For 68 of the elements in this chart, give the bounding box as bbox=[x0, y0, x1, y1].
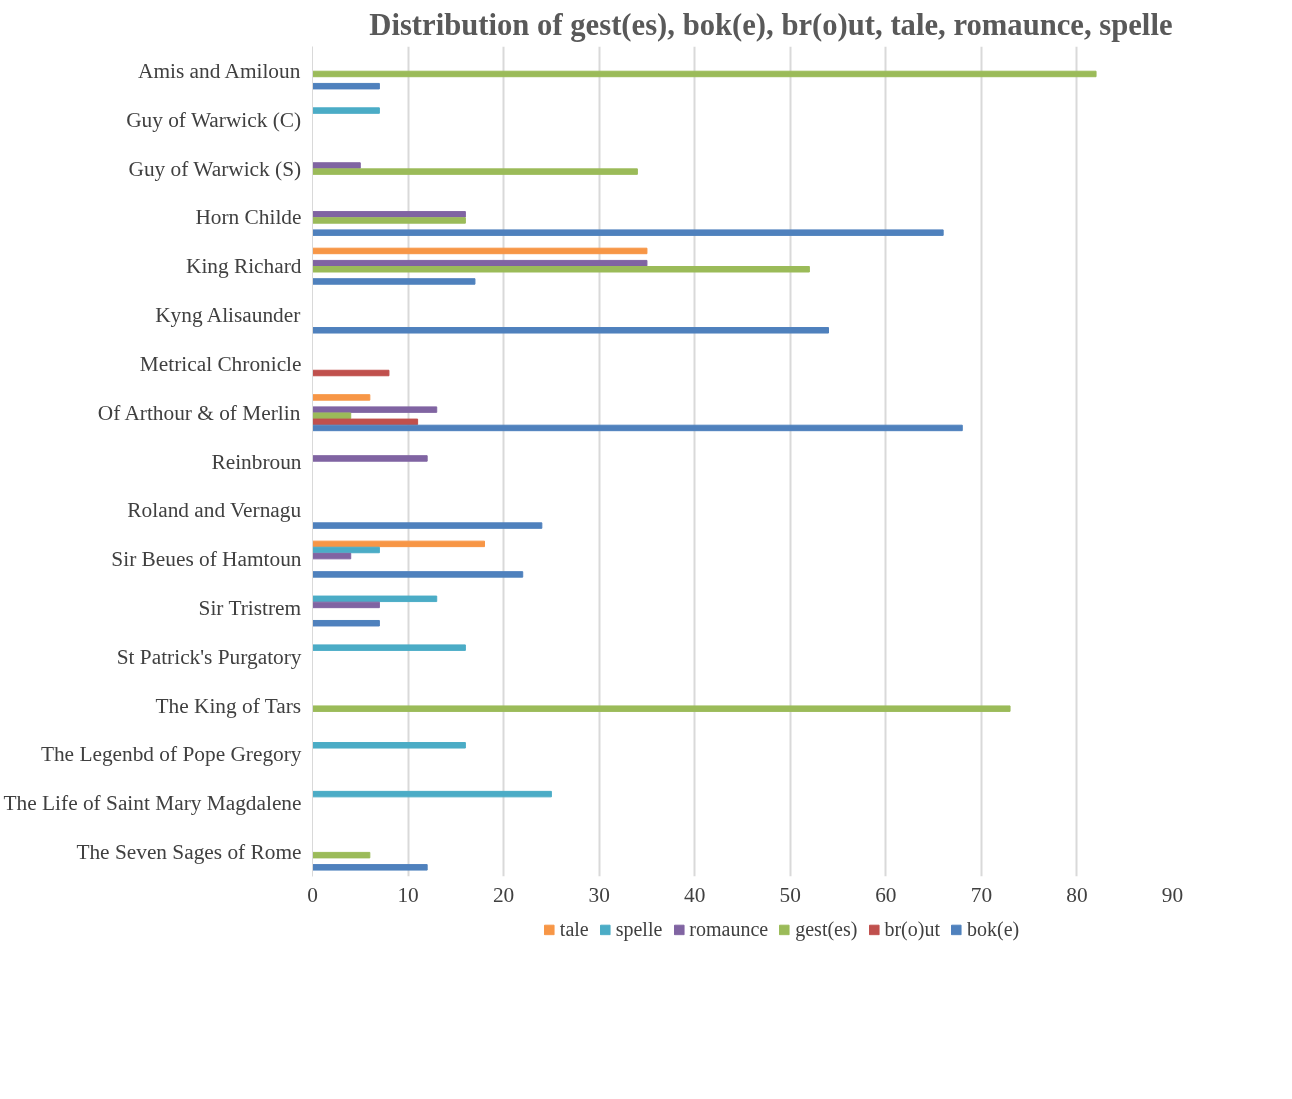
y-tick-label: Guy of Warwick (S) bbox=[128, 156, 302, 181]
x-tick-label: 90 bbox=[1161, 882, 1184, 907]
bar bbox=[312, 406, 438, 413]
bar bbox=[312, 644, 466, 651]
bar bbox=[312, 217, 466, 224]
y-tick-label: Reinbroun bbox=[211, 449, 302, 474]
bar bbox=[312, 327, 829, 334]
bar bbox=[312, 546, 380, 554]
y-tick-label: The Seven Sages of Rome bbox=[76, 840, 302, 865]
y-tick-label: Kyng Alisaunder bbox=[155, 303, 301, 328]
bar bbox=[312, 168, 638, 175]
bar bbox=[312, 601, 380, 609]
y-tick-label: The Life of Saint Mary Magdalene bbox=[3, 791, 302, 816]
x-tick-label: 80 bbox=[1066, 882, 1088, 907]
x-tick-label: 40 bbox=[684, 882, 706, 907]
bar bbox=[312, 790, 552, 798]
bar bbox=[312, 424, 963, 432]
bar bbox=[312, 552, 352, 560]
y-tick-label: Horn Childe bbox=[195, 205, 302, 230]
bar bbox=[312, 571, 524, 578]
y-tick-label: Metrical Chronicle bbox=[139, 351, 302, 376]
bar bbox=[312, 619, 380, 627]
bar bbox=[312, 162, 361, 169]
bar bbox=[312, 247, 648, 255]
y-tick-label: Guy of Warwick (C) bbox=[126, 107, 302, 132]
bar bbox=[312, 418, 419, 426]
bar bbox=[312, 369, 390, 377]
y-tick-label: The King of Tars bbox=[155, 693, 302, 718]
bar bbox=[312, 278, 476, 285]
x-tick-label: 10 bbox=[397, 882, 419, 907]
x-tick-label: 50 bbox=[779, 882, 801, 907]
bar bbox=[312, 705, 1011, 712]
legend-label: br(o)ut bbox=[884, 917, 940, 941]
x-tick-label: 70 bbox=[970, 882, 993, 907]
bar bbox=[312, 455, 428, 462]
legend-label: gest(es) bbox=[795, 917, 858, 941]
y-tick-label: Amis and Amiloun bbox=[137, 58, 301, 83]
x-tick-label: 60 bbox=[875, 882, 897, 907]
y-tick-label: Sir Tristrem bbox=[198, 595, 302, 620]
bar bbox=[312, 595, 438, 603]
y-tick-label: The Legenbd of Pope Gregory bbox=[40, 742, 302, 767]
legend-label: tale bbox=[559, 917, 589, 941]
bar bbox=[312, 864, 428, 871]
y-tick-label: Roland and Vernagu bbox=[127, 498, 302, 523]
legend-label: bok(e) bbox=[966, 917, 1020, 941]
bar bbox=[312, 211, 466, 218]
bar bbox=[312, 259, 648, 267]
bar bbox=[312, 266, 810, 273]
legend-label: romaunce bbox=[689, 917, 769, 941]
bar bbox=[312, 412, 352, 419]
x-tick-label: 30 bbox=[588, 882, 610, 907]
y-tick-label: St Patrick's Purgatory bbox=[116, 644, 302, 669]
y-tick-label: Of Arthour & of Merlin bbox=[97, 400, 301, 425]
y-tick-label: Sir Beues of Hamtoun bbox=[111, 547, 302, 572]
y-tick-label: King Richard bbox=[186, 254, 302, 279]
legend-label: spelle bbox=[615, 917, 663, 941]
bar bbox=[312, 851, 371, 859]
bar bbox=[312, 107, 380, 114]
bar bbox=[312, 540, 485, 548]
x-tick-label: 0 bbox=[307, 882, 318, 907]
bar bbox=[312, 229, 944, 236]
bar bbox=[312, 70, 1097, 78]
bar bbox=[312, 522, 543, 529]
chart-title: Distribution of gest(es), bok(e), br(o)ut, tale, romaunce, spelle bbox=[369, 7, 1173, 42]
x-tick-label: 20 bbox=[492, 882, 515, 907]
bar bbox=[312, 742, 466, 749]
bar bbox=[312, 394, 371, 401]
bar bbox=[312, 82, 380, 90]
